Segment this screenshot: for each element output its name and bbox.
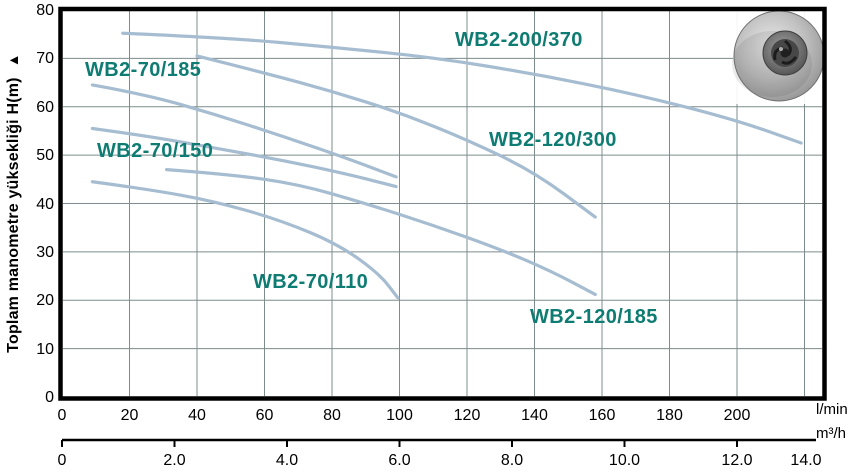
lmin-tick-label: 60 (255, 407, 274, 424)
lmin-tick-label: 160 (588, 407, 616, 424)
curve-label-wb2-120/300: WB2-120/300 (489, 129, 617, 151)
m3h-tick-label: 14.0 (790, 452, 822, 469)
y-tick-label: 60 (36, 98, 54, 116)
lmin-tick-label: 120 (453, 407, 481, 424)
m3h-tick-label: 10.0 (608, 452, 641, 469)
curve-label-wb2-70/185: WB2-70/185 (85, 59, 202, 81)
lmin-tick-label: 140 (521, 407, 548, 424)
m3h-tick-label: 12.0 (721, 452, 753, 469)
curve-wb2-70/185 (90, 83, 398, 179)
m3h-axis (61, 438, 816, 447)
curve-label-wb2-200/370: WB2-200/370 (455, 29, 583, 51)
lmin-tick-label: 20 (120, 407, 139, 424)
y-tick-label: 80 (36, 2, 54, 19)
curve-wb2-120/300 (195, 54, 597, 219)
curve-label-wb2-70/110: WB2-70/110 (253, 271, 369, 293)
y-tick-label: 0 (45, 389, 54, 406)
m3h-tick-label: 0 (57, 452, 67, 469)
y-tick-label: 50 (36, 147, 54, 165)
y-tick-label: 10 (36, 340, 54, 358)
m3h-unit-label: m³/h (816, 425, 846, 442)
lmin-tick-label: 40 (188, 407, 206, 424)
m3h-tick-label: 6.0 (388, 452, 411, 469)
m3h-tick-label: 2.0 (163, 452, 186, 469)
m3h-tick-label: 8.0 (500, 452, 524, 469)
lmin-tick-label: 80 (323, 407, 341, 424)
pump-curves (90, 31, 803, 300)
y-tick-label: 30 (36, 243, 54, 261)
lmin-tick-label: 180 (656, 407, 683, 424)
curve-wb2-70/150 (90, 126, 398, 189)
curve-label-wb2-70/150: WB2-70/150 (97, 140, 214, 162)
lmin-unit-label: l/min (816, 401, 848, 418)
lmin-tick-label: 100 (386, 407, 413, 424)
plot-frame (58, 6, 827, 401)
y-axis-title-text: Toplam manometre yüksekliği H(m) (5, 77, 22, 353)
y-tick-label: 20 (36, 292, 54, 310)
y-tick-label: 40 (36, 195, 54, 213)
curve-wb2-200/370 (121, 31, 803, 145)
lmin-tick-label: 0 (57, 407, 67, 424)
curve-wb2-70/110 (90, 180, 400, 300)
curve-label-wb2-120/185: WB2-120/185 (530, 306, 658, 328)
lmin-tick-label: 200 (723, 407, 751, 424)
y-tick-label: 70 (36, 50, 54, 68)
m3h-tick-label: 4.0 (275, 452, 299, 469)
curve-wb2-120/185 (165, 168, 597, 297)
pump-impeller-photo (732, 7, 833, 104)
